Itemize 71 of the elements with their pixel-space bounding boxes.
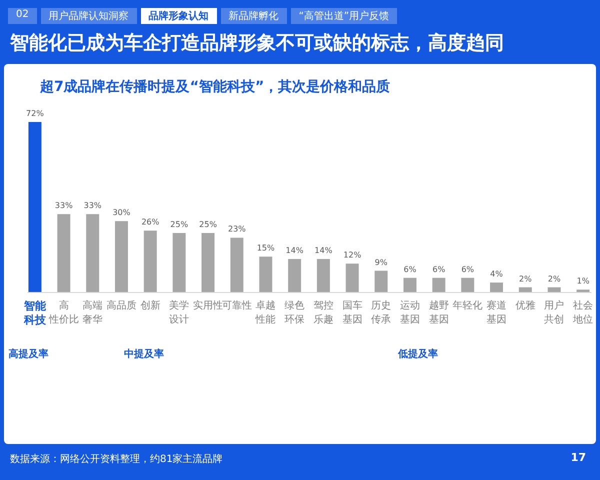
data-label: 2% [548,274,561,284]
text: 低提及率 [396,348,438,360]
data-label: 26% [141,218,160,227]
data-label: 30% [112,208,131,218]
bar [548,287,561,292]
text: “高管出道”用户反馈 [290,8,398,24]
text: 新品牌孵化 [220,8,287,24]
text: 02 [8,8,37,24]
x-tick-label: 越野基因 [428,300,449,326]
chart-subtitle: 超7成品牌在传播时提及“智能科技”，其次是价格和品质 [40,78,390,96]
x-tick-label: 智能科技 [22,300,47,326]
data-label: 23% [228,224,246,234]
x-tick-label: 实用性 [193,300,224,312]
bar [490,282,504,292]
bar [374,270,388,292]
text: 17 [570,451,586,464]
bar [259,256,272,292]
bar [114,221,128,292]
data-label: 15% [256,244,276,253]
x-tick-label: 国车基因 [342,300,362,326]
data-label: 6% [404,264,417,274]
x-tick-label: 卓越性能 [254,300,276,326]
x-tick-label: 可靠性 [222,300,252,312]
bar [144,230,157,292]
source-note: 数据来源：网络公开资料整理，约81家主流品牌 [10,452,223,466]
x-tick-label: 优雅 [515,300,536,312]
x-tick-label: 用户共创 [544,300,564,326]
data-label: 25% [170,220,188,229]
text: 中提及率 [124,348,164,360]
bar [316,258,330,292]
data-label: 2% [519,274,532,284]
text: 高提及率 [8,348,48,360]
x-tick-label: 驾控乐趣 [313,300,334,326]
bar [288,258,302,292]
x-tick-label: 赛道基因 [486,300,507,326]
x-tick-label: 高性价比 [48,300,79,326]
x-tick-label: 美学设计 [169,300,190,326]
x-tick-label: 高品质 [106,300,136,312]
chart-title: 智能化已成为车企打造品牌形象不可或缺的标志，高度趋同 [10,31,504,56]
x-tick-label: 运动基因 [400,300,420,326]
data-label: 1% [576,276,590,286]
data-label: 4% [490,270,504,279]
data-label: 14% [314,246,333,255]
data-label: 33% [84,201,102,210]
data-label: 72% [26,109,44,118]
bar [86,214,100,292]
data-label: 25% [199,220,218,229]
bar [518,287,532,292]
text: 品牌形象认知 [140,8,217,24]
bar [230,238,244,292]
data-label: 6% [432,264,446,274]
bar [57,214,70,292]
bar [461,278,474,292]
x-tick-label: 社会地位 [572,300,594,326]
x-tick-label: 历史传承 [371,300,392,326]
data-label: 9% [374,258,388,267]
bar [432,278,446,292]
bar [172,232,186,292]
data-label: 14% [286,246,304,255]
bar [403,278,416,292]
data-label: 33% [54,201,74,210]
bar [346,264,359,292]
x-tick-label: 绿色环保 [284,300,305,326]
x-tick-label: 高端奢华 [82,300,103,326]
text: 用户品牌认知洞察 [40,8,137,24]
data-label: 12% [343,250,362,260]
bar [202,232,215,292]
x-tick-label: 创新 [140,300,160,312]
x-tick-label: 年轻化 [452,300,483,312]
data-label: 6% [461,264,474,274]
bar [28,122,42,292]
